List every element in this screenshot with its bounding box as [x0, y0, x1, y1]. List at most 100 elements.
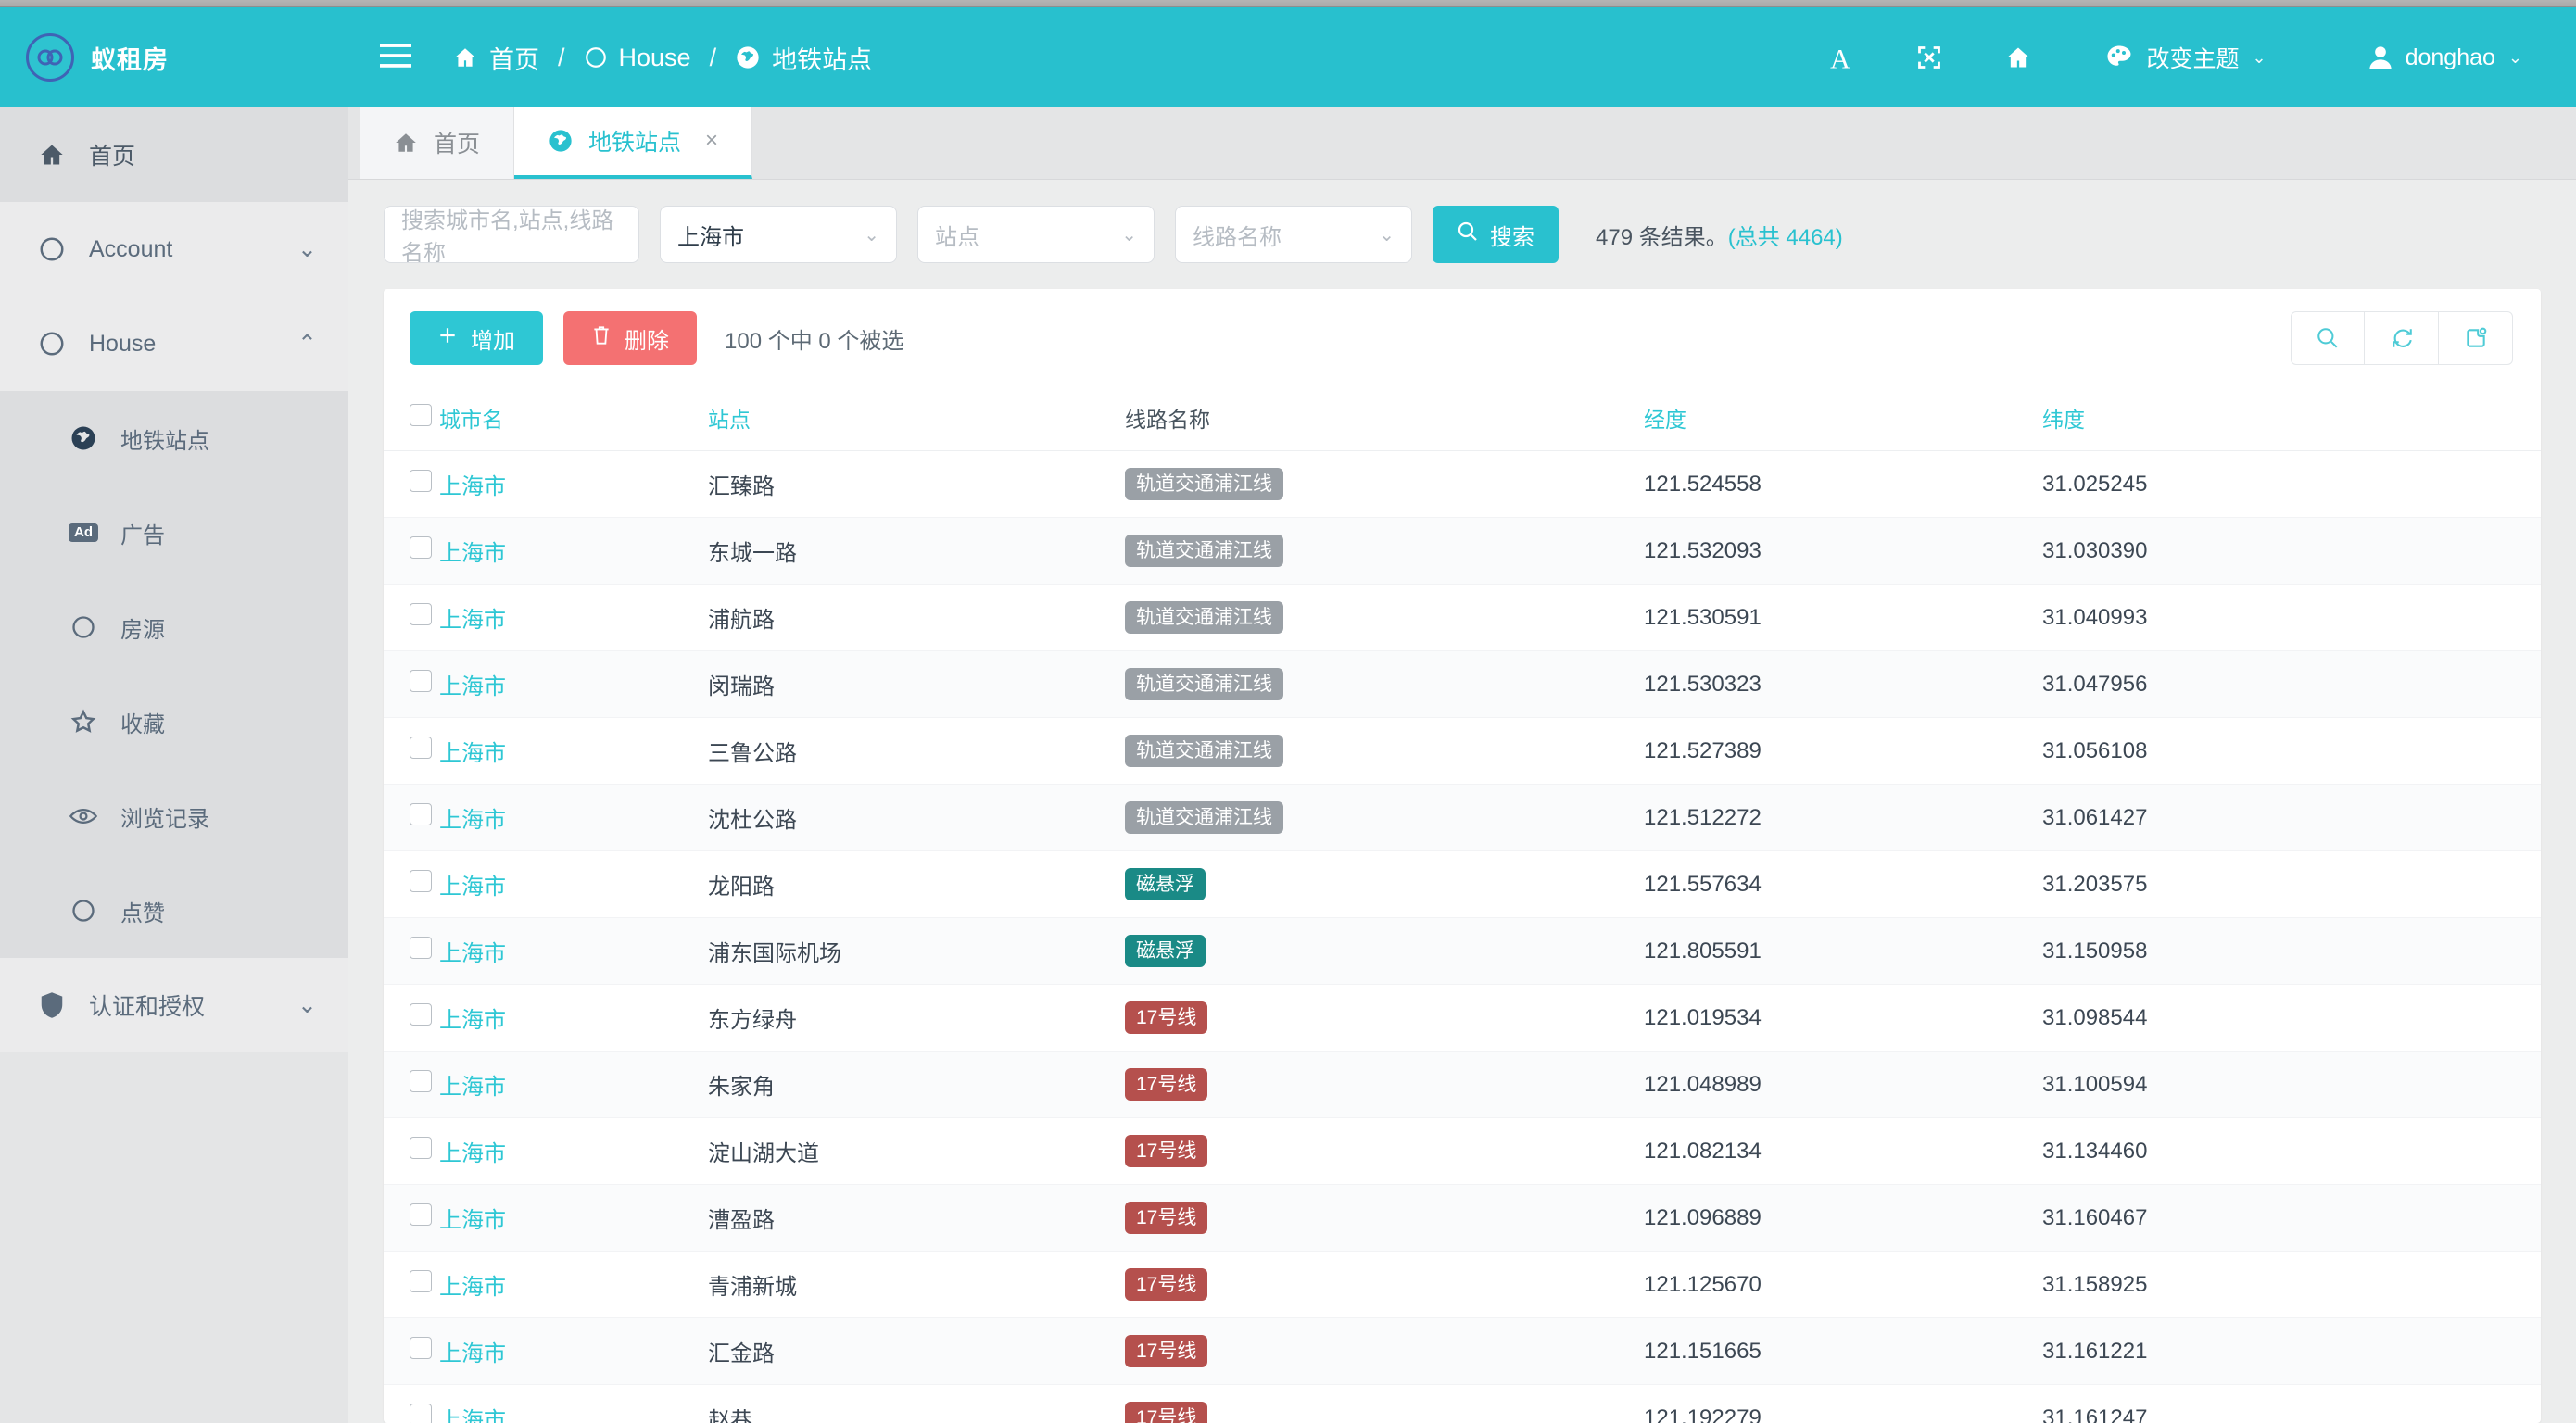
table-row[interactable]: 上海市 汇金路 17号线 121.151665 31.161221: [384, 1317, 2541, 1385]
city-link[interactable]: 上海市: [439, 1008, 506, 1033]
close-icon[interactable]: ×: [705, 128, 719, 153]
breadcrumb-item-metro-stations[interactable]: 地铁站点: [735, 40, 872, 76]
table-row[interactable]: 上海市 龙阳路 磁悬浮 121.557634 31.203575: [384, 850, 2541, 918]
row-checkbox[interactable]: [410, 870, 432, 892]
sidebar-item-home[interactable]: 首页: [0, 107, 348, 202]
sidebar-item-likes[interactable]: 点赞: [0, 863, 348, 958]
table-toolbar: 增加 删除 100 个中 0 个被选: [384, 289, 2541, 385]
cell-line: 17号线: [1125, 1317, 1644, 1385]
sidebar-item-label: 广告: [120, 523, 165, 548]
city-link[interactable]: 上海市: [439, 474, 506, 499]
table-row[interactable]: 上海市 沈杜公路 轨道交通浦江线 121.512272 31.061427: [384, 784, 2541, 851]
city-select[interactable]: 上海市 ⌄: [660, 206, 897, 263]
row-checkbox[interactable]: [410, 1270, 432, 1292]
line-select-value: 线路名称: [1193, 224, 1282, 250]
sidebar-item-listings[interactable]: 房源: [0, 580, 348, 674]
sidebar-item-account[interactable]: Account ⌄: [0, 202, 348, 296]
cell-station: 汇金路: [708, 1317, 1125, 1385]
table-row[interactable]: 上海市 东城一路 轨道交通浦江线 121.532093 31.030390: [384, 517, 2541, 585]
station-select[interactable]: 站点 ⌄: [917, 206, 1155, 263]
sidebar-item-metro-stations[interactable]: 地铁站点: [0, 391, 348, 485]
row-checkbox[interactable]: [410, 803, 432, 825]
sidebar-item-history[interactable]: 浏览记录: [0, 769, 348, 863]
cell-latitude: 31.160467: [2042, 1184, 2541, 1252]
row-checkbox[interactable]: [410, 937, 432, 959]
cell-station: 浦航路: [708, 584, 1125, 651]
hamburger-icon[interactable]: [380, 43, 411, 72]
city-link[interactable]: 上海市: [439, 741, 506, 766]
table-row[interactable]: 上海市 汇臻路 轨道交通浦江线 121.524558 31.025245: [384, 450, 2541, 518]
cell-latitude: 31.161247: [2042, 1384, 2541, 1423]
cell-station: 青浦新城: [708, 1251, 1125, 1318]
table-row[interactable]: 上海市 漕盈路 17号线 121.096889 31.160467: [384, 1184, 2541, 1252]
table-row[interactable]: 上海市 浦航路 轨道交通浦江线 121.530591 31.040993: [384, 584, 2541, 651]
sidebar-item-auth[interactable]: 认证和授权 ⌄: [0, 958, 348, 1052]
circle-icon: [30, 235, 74, 263]
cell-station: 汇臻路: [708, 450, 1125, 518]
row-checkbox[interactable]: [410, 1404, 432, 1423]
sidebar-item-favorites[interactable]: 收藏: [0, 674, 348, 769]
table-row[interactable]: 上海市 三鲁公路 轨道交通浦江线 121.527389 31.056108: [384, 717, 2541, 785]
search-icon[interactable]: [2291, 311, 2365, 365]
city-link[interactable]: 上海市: [439, 608, 506, 633]
breadcrumb-item-home[interactable]: 首页: [452, 40, 539, 76]
sidebar-item-ads[interactable]: Ad 广告: [0, 485, 348, 580]
theme-switcher[interactable]: 改变主题 ⌄: [2105, 41, 2267, 74]
city-link[interactable]: 上海市: [439, 1141, 506, 1166]
column-header-station[interactable]: 站点: [708, 385, 1125, 451]
row-checkbox[interactable]: [410, 1070, 432, 1092]
row-checkbox[interactable]: [410, 536, 432, 559]
font-size-icon[interactable]: A: [1796, 44, 1885, 71]
cell-station: 龙阳路: [708, 850, 1125, 918]
export-icon[interactable]: [2439, 311, 2513, 365]
search-input[interactable]: 搜索城市名,站点,线路名称: [384, 206, 639, 263]
sidebar-item-house[interactable]: House ⌃: [0, 296, 348, 391]
table-row[interactable]: 上海市 赵巷 17号线 121.192279 31.161247: [384, 1384, 2541, 1423]
city-link[interactable]: 上海市: [439, 875, 506, 900]
table-row[interactable]: 上海市 闵瑞路 轨道交通浦江线 121.530323 31.047956: [384, 650, 2541, 718]
city-link[interactable]: 上海市: [439, 1075, 506, 1100]
column-header-latitude[interactable]: 纬度: [2042, 385, 2541, 451]
home-icon[interactable]: [1974, 44, 2063, 70]
user-menu[interactable]: donghao ⌄: [2368, 44, 2522, 71]
city-link[interactable]: 上海市: [439, 1341, 506, 1366]
city-link[interactable]: 上海市: [439, 1208, 506, 1233]
sidebar-item-label: 收藏: [120, 712, 165, 737]
city-link[interactable]: 上海市: [439, 941, 506, 966]
row-checkbox[interactable]: [410, 737, 432, 759]
table-row[interactable]: 上海市 浦东国际机场 磁悬浮 121.805591 31.150958: [384, 917, 2541, 985]
tab-home[interactable]: 首页: [360, 107, 515, 179]
line-badge: 轨道交通浦江线: [1125, 668, 1283, 700]
column-header-line[interactable]: 线路名称: [1125, 385, 1644, 451]
fullscreen-icon[interactable]: [1885, 44, 1974, 70]
row-checkbox[interactable]: [410, 670, 432, 692]
row-checkbox[interactable]: [410, 1003, 432, 1026]
table-row[interactable]: 上海市 朱家角 17号线 121.048989 31.100594: [384, 1051, 2541, 1118]
row-checkbox[interactable]: [410, 470, 432, 492]
table-row[interactable]: 上海市 青浦新城 17号线 121.125670 31.158925: [384, 1251, 2541, 1318]
city-link[interactable]: 上海市: [439, 808, 506, 833]
column-header-city[interactable]: 城市名: [439, 385, 708, 451]
row-checkbox[interactable]: [410, 1337, 432, 1359]
city-link[interactable]: 上海市: [439, 1408, 506, 1423]
cell-longitude: 121.532093: [1644, 517, 2042, 585]
tab-metro-stations[interactable]: 地铁站点 ×: [514, 107, 753, 179]
brand[interactable]: 蚁租房: [0, 7, 348, 107]
city-link[interactable]: 上海市: [439, 541, 506, 566]
city-link[interactable]: 上海市: [439, 1275, 506, 1300]
line-select[interactable]: 线路名称 ⌄: [1175, 206, 1412, 263]
city-link[interactable]: 上海市: [439, 674, 506, 699]
add-button[interactable]: 增加: [410, 311, 543, 365]
row-checkbox[interactable]: [410, 603, 432, 625]
breadcrumb-item-house[interactable]: House: [584, 44, 691, 72]
svg-text:A: A: [1831, 44, 1851, 71]
delete-button[interactable]: 删除: [563, 311, 697, 365]
search-button[interactable]: 搜索: [1433, 206, 1559, 263]
table-row[interactable]: 上海市 淀山湖大道 17号线 121.082134 31.134460: [384, 1117, 2541, 1185]
table-row[interactable]: 上海市 东方绿舟 17号线 121.019534 31.098544: [384, 984, 2541, 1052]
row-checkbox[interactable]: [410, 1203, 432, 1226]
refresh-icon[interactable]: [2365, 311, 2439, 365]
row-checkbox[interactable]: [410, 1137, 432, 1159]
select-all-checkbox[interactable]: [410, 404, 432, 426]
column-header-longitude[interactable]: 经度: [1644, 385, 2042, 451]
